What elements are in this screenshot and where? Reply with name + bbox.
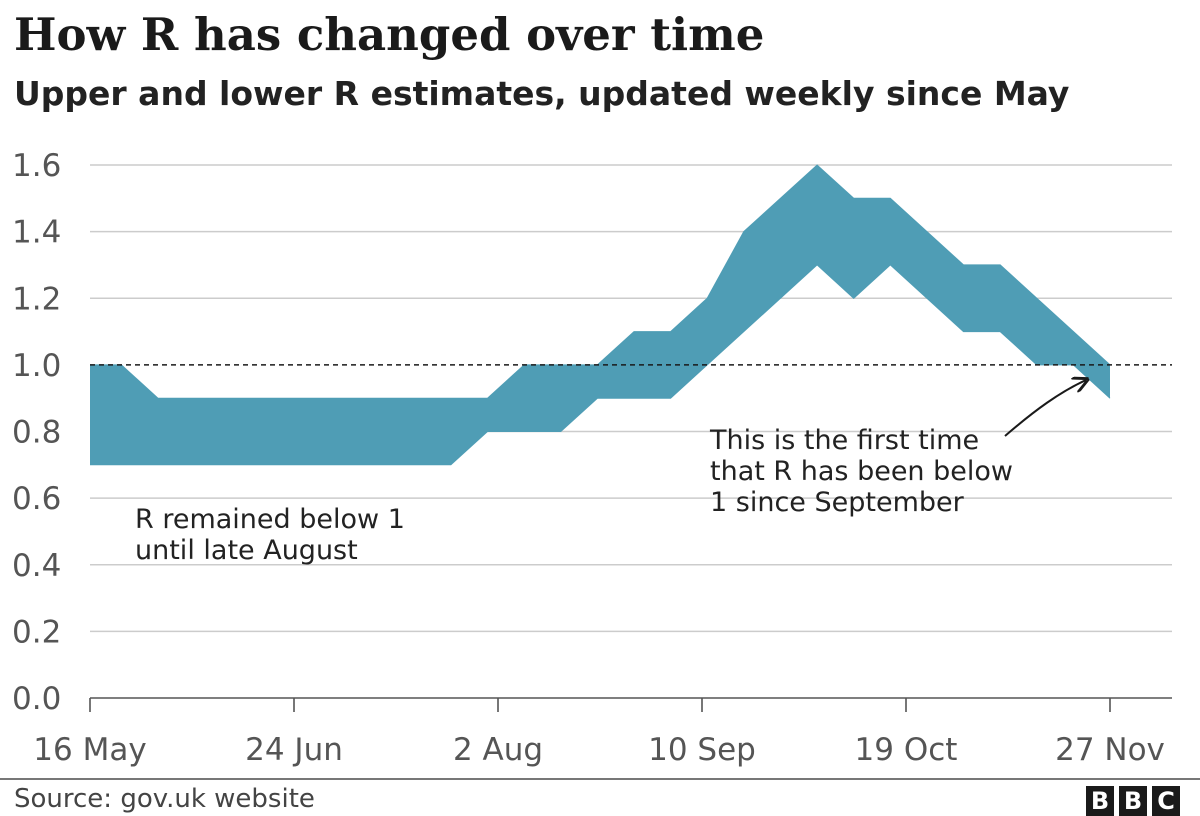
x-tick-label: 2 Aug bbox=[453, 732, 543, 768]
x-tick-label: 10 Sep bbox=[648, 732, 756, 768]
logo-letter: C bbox=[1152, 786, 1180, 816]
chart-title: How R has changed over time bbox=[14, 8, 765, 61]
annotation-first-time: This is the first time that R has been be… bbox=[709, 425, 1013, 518]
annotation-line: This is the first time bbox=[709, 425, 979, 456]
y-tick-label: 0.6 bbox=[12, 481, 61, 517]
lower-estimate-line bbox=[90, 264, 1111, 466]
annotation-line: 1 since September bbox=[710, 487, 965, 518]
annotation-line: R remained below 1 bbox=[135, 504, 405, 535]
logo-letter: B bbox=[1119, 786, 1147, 816]
source-note: Source: gov.uk website bbox=[14, 784, 315, 814]
y-tick-label: 0.8 bbox=[12, 415, 61, 451]
upper-estimate-line bbox=[90, 164, 1111, 399]
x-tick-label: 16 May bbox=[33, 732, 146, 768]
footer-divider bbox=[0, 778, 1200, 780]
annotation-arrow bbox=[1004, 380, 1086, 437]
r-estimate-band bbox=[90, 165, 1110, 465]
annotation-line: that R has been below bbox=[710, 456, 1013, 487]
annotation-line: until late August bbox=[135, 535, 358, 566]
y-tick-label: 1.4 bbox=[12, 215, 61, 251]
y-tick-label: 1.6 bbox=[12, 148, 61, 184]
annotation-below-one: R remained below 1 until late August bbox=[135, 504, 405, 566]
logo-letter: B bbox=[1086, 786, 1114, 816]
chart-subtitle: Upper and lower R estimates, updated wee… bbox=[14, 74, 1070, 113]
bbc-logo: B B C bbox=[1086, 786, 1180, 816]
y-tick-label: 1.2 bbox=[12, 281, 61, 317]
y-tick-label: 1.0 bbox=[12, 348, 61, 384]
y-tick-label: 0.4 bbox=[12, 548, 61, 584]
x-tick-label: 27 Nov bbox=[1055, 732, 1165, 768]
x-tick-label: 24 Jun bbox=[245, 732, 343, 768]
y-tick-label: 0.2 bbox=[12, 614, 61, 650]
x-tick-label: 19 Oct bbox=[855, 732, 958, 768]
y-tick-label: 0.0 bbox=[12, 681, 61, 717]
